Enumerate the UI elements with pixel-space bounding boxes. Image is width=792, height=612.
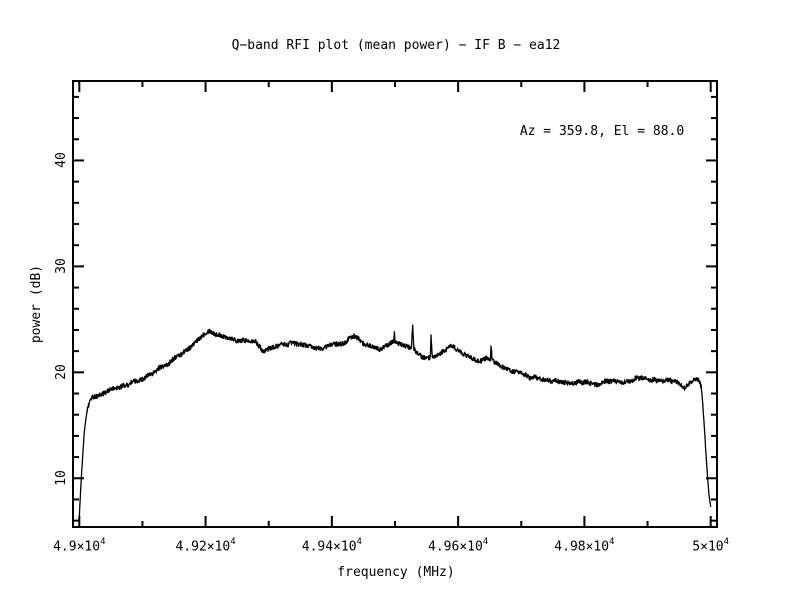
- y-tick-label: 40: [54, 152, 69, 169]
- x-tick-label: 4.94×104: [301, 537, 362, 555]
- y-tick-label: 30: [54, 258, 69, 275]
- mean-power-trace: [78, 324, 712, 518]
- y-tick-label: 20: [54, 364, 69, 381]
- plot-title: Q−band RFI plot (mean power) − IF B − ea…: [231, 38, 561, 53]
- y-tick-label: 10: [54, 470, 69, 487]
- x-tick-label: 4.92×104: [175, 537, 236, 555]
- x-tick-label: 4.96×104: [428, 537, 489, 555]
- x-axis-title: frequency (MHz): [337, 565, 455, 580]
- x-tick-label: 4.9×104: [53, 537, 106, 555]
- plot-frame: [72, 80, 718, 528]
- x-tick-label: 5×104: [692, 537, 730, 555]
- y-axis-title: power (dB): [29, 264, 44, 344]
- pointing-annotation: Az = 359.8, El = 88.0: [519, 124, 685, 139]
- x-tick-label: 4.98×104: [554, 537, 615, 555]
